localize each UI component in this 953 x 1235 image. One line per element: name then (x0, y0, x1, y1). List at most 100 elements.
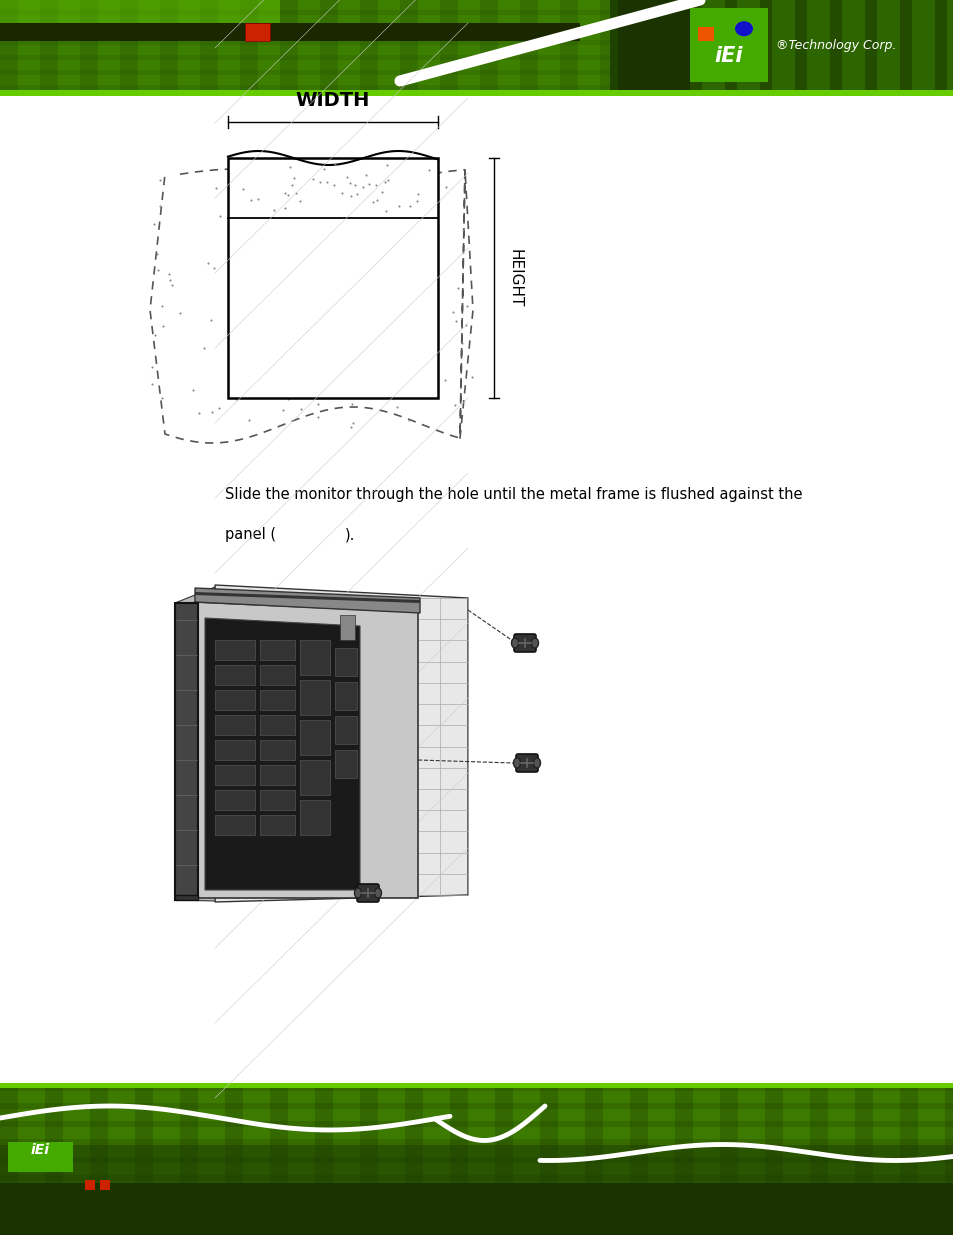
Bar (0, 1103, 953, 1109)
Bar (724, 0, 737, 90)
Bar (0, 1193, 953, 1199)
Bar (214, 764, 254, 785)
Bar (539, 1086, 558, 1235)
Polygon shape (194, 601, 417, 898)
Bar (934, 0, 946, 90)
Bar (629, 1086, 647, 1235)
Bar (299, 680, 330, 715)
Bar (720, 1086, 738, 1235)
Bar (864, 0, 876, 90)
Bar (0, 1174, 953, 1181)
Bar (0, 0, 953, 90)
Bar (299, 720, 330, 755)
Bar (0, 22, 579, 41)
Bar (260, 715, 294, 735)
Bar (45, 1086, 63, 1235)
Bar (0, 1086, 18, 1235)
Bar (0, 1121, 953, 1128)
Bar (100, 1179, 110, 1191)
Bar (0, 1157, 953, 1163)
Bar (689, 0, 701, 90)
Text: ®Technology Corp.: ®Technology Corp. (775, 38, 896, 52)
Bar (359, 1086, 377, 1235)
FancyBboxPatch shape (356, 884, 378, 902)
Bar (200, 0, 218, 90)
Ellipse shape (375, 888, 381, 898)
Bar (439, 0, 457, 90)
Ellipse shape (531, 638, 537, 648)
Bar (0, 1086, 953, 1235)
Bar (609, 0, 953, 90)
Bar (809, 1086, 827, 1235)
Bar (135, 1086, 152, 1235)
Bar (0, 10, 609, 15)
Bar (214, 740, 254, 760)
Ellipse shape (533, 758, 540, 768)
Bar (854, 1086, 872, 1235)
Bar (245, 22, 270, 41)
Bar (689, 7, 767, 82)
Text: iEi: iEi (714, 46, 742, 67)
Bar (0, 70, 609, 75)
Bar (829, 0, 841, 90)
Polygon shape (194, 592, 419, 603)
Text: panel (: panel ( (225, 527, 275, 542)
Bar (675, 1086, 692, 1235)
Bar (214, 815, 254, 835)
Bar (214, 664, 254, 685)
Bar (214, 790, 254, 810)
Bar (228, 158, 437, 398)
Bar (764, 1086, 782, 1235)
Bar (90, 1086, 108, 1235)
Bar (0, 1139, 953, 1145)
Bar (335, 682, 356, 710)
Bar (260, 764, 294, 785)
Bar (359, 0, 377, 90)
Ellipse shape (734, 21, 752, 36)
Bar (899, 1086, 917, 1235)
Bar (899, 0, 911, 90)
Polygon shape (205, 618, 359, 890)
Bar (0, 1086, 953, 1091)
Bar (339, 615, 355, 640)
Ellipse shape (355, 888, 361, 898)
Bar (225, 1086, 243, 1235)
Bar (240, 0, 257, 90)
Bar (599, 0, 618, 90)
Bar (495, 1086, 513, 1235)
Bar (214, 715, 254, 735)
Bar (260, 640, 294, 659)
Polygon shape (214, 585, 468, 902)
Bar (405, 1086, 422, 1235)
Bar (0, 1212, 953, 1216)
FancyBboxPatch shape (516, 755, 537, 772)
Bar (689, 0, 953, 90)
Text: Slide the monitor through the hole until the metal frame is flushed against the: Slide the monitor through the hole until… (225, 487, 801, 501)
Text: HEIGHT: HEIGHT (507, 248, 522, 308)
Bar (299, 800, 330, 835)
Bar (174, 895, 198, 900)
Bar (0, 90, 953, 96)
Ellipse shape (513, 758, 520, 768)
Bar (0, 85, 609, 90)
Bar (214, 640, 254, 659)
Bar (299, 640, 330, 676)
Bar (479, 0, 497, 90)
Bar (944, 1086, 953, 1235)
Ellipse shape (511, 638, 518, 648)
Bar (335, 648, 356, 676)
Bar (0, 1083, 953, 1088)
Bar (0, 1182, 953, 1235)
Bar (0, 56, 609, 61)
Bar (519, 0, 537, 90)
Bar (450, 1086, 468, 1235)
Polygon shape (194, 588, 419, 613)
Bar (180, 1086, 198, 1235)
Polygon shape (174, 603, 198, 900)
Bar (559, 0, 578, 90)
Bar (120, 0, 138, 90)
Bar (0, 25, 609, 30)
Bar (85, 1179, 95, 1191)
Bar (80, 0, 98, 90)
Bar (314, 1086, 333, 1235)
